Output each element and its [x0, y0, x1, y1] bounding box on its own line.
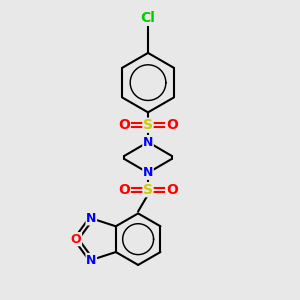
Text: O: O — [166, 118, 178, 132]
Text: N: N — [86, 212, 97, 225]
Text: O: O — [118, 183, 130, 196]
Text: S: S — [143, 118, 153, 132]
Text: Cl: Cl — [141, 11, 155, 25]
Text: N: N — [143, 136, 153, 148]
Text: O: O — [166, 183, 178, 196]
Text: N: N — [143, 166, 153, 179]
Text: O: O — [118, 118, 130, 132]
Text: S: S — [143, 183, 153, 196]
Text: O: O — [71, 233, 82, 246]
Text: N: N — [86, 254, 97, 266]
